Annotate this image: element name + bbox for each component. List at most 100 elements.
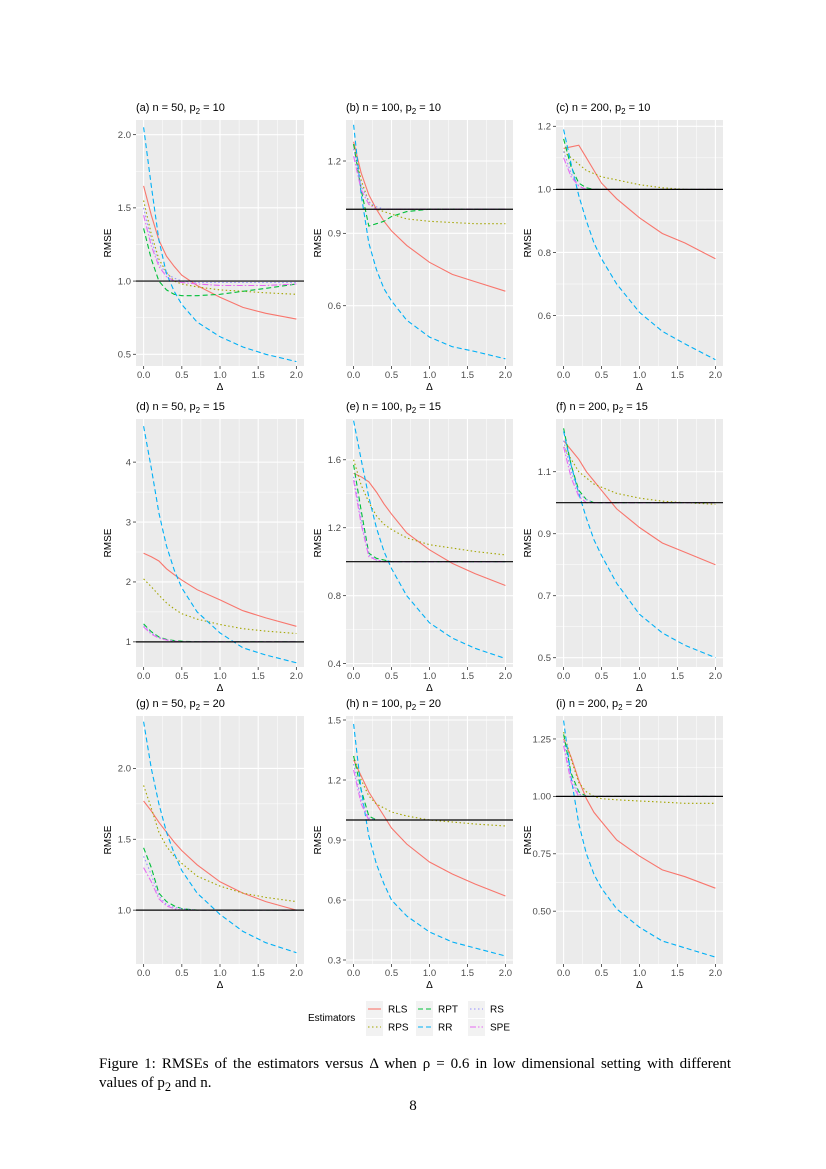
y-tick-label: 0.8 (328, 591, 341, 602)
y-tick-label: 0.6 (328, 301, 341, 312)
series-line-rps (143, 200, 297, 295)
x-tick-label: 1.0 (633, 968, 646, 979)
x-tick-label: 2.0 (499, 671, 512, 682)
panel-3: 0.0 0.5 1.0 1.5 2.0 0.6 0.8 1.0 1.2 (c) n = 200, … (523, 102, 723, 393)
y-tick-label: 0.3 (328, 955, 341, 966)
series-line-rr (563, 129, 716, 361)
x-tick-label: 0.5 (385, 968, 398, 979)
y-tick-label: 0.50 (533, 906, 552, 917)
legend: Estimators RLS RPT RS RPS RR SPE (308, 1001, 510, 1036)
y-tick-label: 1.2 (328, 523, 341, 534)
x-tick-label: 1.5 (671, 968, 684, 979)
caption-text: RMSEs of the estimators versus Δ when ρ … (99, 1056, 731, 1091)
y-axis-title: RMSE (103, 528, 114, 557)
x-tick-label: 2.0 (709, 968, 722, 979)
y-axis-title: RMSE (313, 228, 324, 257)
x-tick-label: 0.0 (137, 671, 150, 682)
legend-item-rps: RPS (366, 1019, 409, 1036)
series-line-rr (143, 721, 297, 954)
y-tick-label: 4 (126, 457, 131, 468)
x-tick-label: 2.0 (290, 671, 303, 682)
panel-1: 0.0 0.5 1.0 1.5 2.0 0.5 1.0 1.5 2.0 (a) n = 50, p… (103, 102, 304, 393)
legend-key (468, 1019, 485, 1036)
legend-label: RS (490, 1005, 504, 1016)
panel-title: (i) n = 200, p2 = 20 (556, 698, 647, 712)
series-line-rr (353, 420, 506, 660)
series-line-rls (563, 440, 716, 566)
x-tick-label: 0.5 (595, 671, 608, 682)
x-tick-label: 1.0 (423, 968, 436, 979)
y-tick-label: 1.5 (328, 715, 341, 726)
y-tick-label: 1.1 (538, 467, 551, 478)
legend-label: SPE (490, 1023, 510, 1034)
series-line-rr (563, 720, 716, 958)
y-tick-label: 1 (126, 637, 131, 648)
x-axis-title: Δ (217, 683, 224, 694)
series-line-rps (353, 143, 506, 225)
x-tick-label: 0.0 (137, 370, 150, 381)
legend-key (468, 1001, 485, 1018)
x-tick-label: 0.5 (595, 370, 608, 381)
series-line-spe (143, 215, 297, 287)
x-axis-title: Δ (426, 980, 433, 991)
x-tick-label: 1.5 (252, 968, 265, 979)
x-tick-label: 1.5 (461, 968, 474, 979)
y-axis-title: RMSE (103, 825, 114, 854)
panel-title: (e) n = 100, p2 = 15 (346, 401, 441, 415)
series-line-rls (353, 141, 506, 292)
x-tick-label: 2.0 (709, 370, 722, 381)
y-tick-label: 0.8 (538, 248, 551, 259)
y-tick-label: 1.0 (118, 276, 131, 287)
panel-9: 0.0 0.5 1.0 1.5 2.0 0.50 0.75 1.00 1.25 (i) n = 2… (523, 698, 723, 991)
y-tick-label: 1.25 (533, 734, 552, 745)
panel-title: (h) n = 100, p2 = 20 (346, 698, 441, 712)
series-line-spe (563, 745, 716, 797)
legend-item-rpt: RPT (416, 1001, 458, 1018)
x-tick-label: 1.0 (213, 968, 226, 979)
x-tick-label: 0.5 (385, 671, 398, 682)
panel-title: (b) n = 100, p2 = 10 (346, 102, 441, 116)
series-line-rps (563, 446, 716, 505)
legend-label: RR (438, 1023, 452, 1034)
y-axis-title: RMSE (523, 528, 534, 557)
x-axis-title: Δ (636, 683, 643, 694)
y-tick-label: 1.6 (328, 455, 341, 466)
legend-item-rls: RLS (366, 1001, 408, 1018)
x-axis-title: Δ (426, 683, 433, 694)
x-tick-label: 0.5 (595, 968, 608, 979)
caption-suffix: and n. (174, 1075, 212, 1091)
legend-item-spe: SPE (468, 1019, 510, 1036)
legend-key (366, 1019, 383, 1036)
page-number: 8 (409, 1098, 417, 1114)
x-tick-label: 1.5 (252, 370, 265, 381)
y-tick-label: 0.9 (328, 835, 341, 846)
panel-7: 0.0 0.5 1.0 1.5 2.0 1.0 1.5 2.0 (g) n = 50, p2 =… (103, 698, 304, 991)
x-tick-label: 0.0 (557, 370, 570, 381)
y-tick-label: 0.6 (538, 311, 551, 322)
y-tick-label: 1.0 (538, 185, 551, 196)
series-line-rls (563, 144, 716, 260)
x-tick-label: 2.0 (290, 370, 303, 381)
figure-grid: 0.0 0.5 1.0 1.5 2.0 0.5 1.0 1.5 2.0 (a) n = 50, p… (103, 102, 723, 1036)
y-tick-label: 1.00 (533, 792, 552, 803)
x-tick-label: 1.0 (213, 370, 226, 381)
legend-key (416, 1019, 433, 1036)
series-line-rls (143, 800, 297, 911)
y-axis-title: RMSE (523, 825, 534, 854)
series-line-rls (353, 472, 506, 587)
x-axis-title: Δ (217, 980, 224, 991)
x-tick-label: 0.0 (347, 968, 360, 979)
y-tick-label: 2 (126, 577, 131, 588)
panel-2: 0.0 0.5 1.0 1.5 2.0 0.6 0.9 1.2 (b) n = 100, p2 … (313, 102, 513, 393)
series-line-rr (143, 127, 297, 363)
series-line-rs (563, 741, 716, 797)
y-tick-label: 1.2 (538, 122, 551, 133)
x-tick-label: 0.0 (557, 968, 570, 979)
panel-title: (f) n = 200, p2 = 15 (556, 401, 648, 415)
panel-title: (a) n = 50, p2 = 10 (136, 102, 225, 116)
series-line-rr (143, 426, 297, 664)
x-axis-title: Δ (217, 382, 224, 393)
panel-title: (g) n = 50, p2 = 20 (136, 698, 225, 712)
x-tick-label: 1.5 (461, 671, 474, 682)
x-tick-label: 1.5 (671, 671, 684, 682)
